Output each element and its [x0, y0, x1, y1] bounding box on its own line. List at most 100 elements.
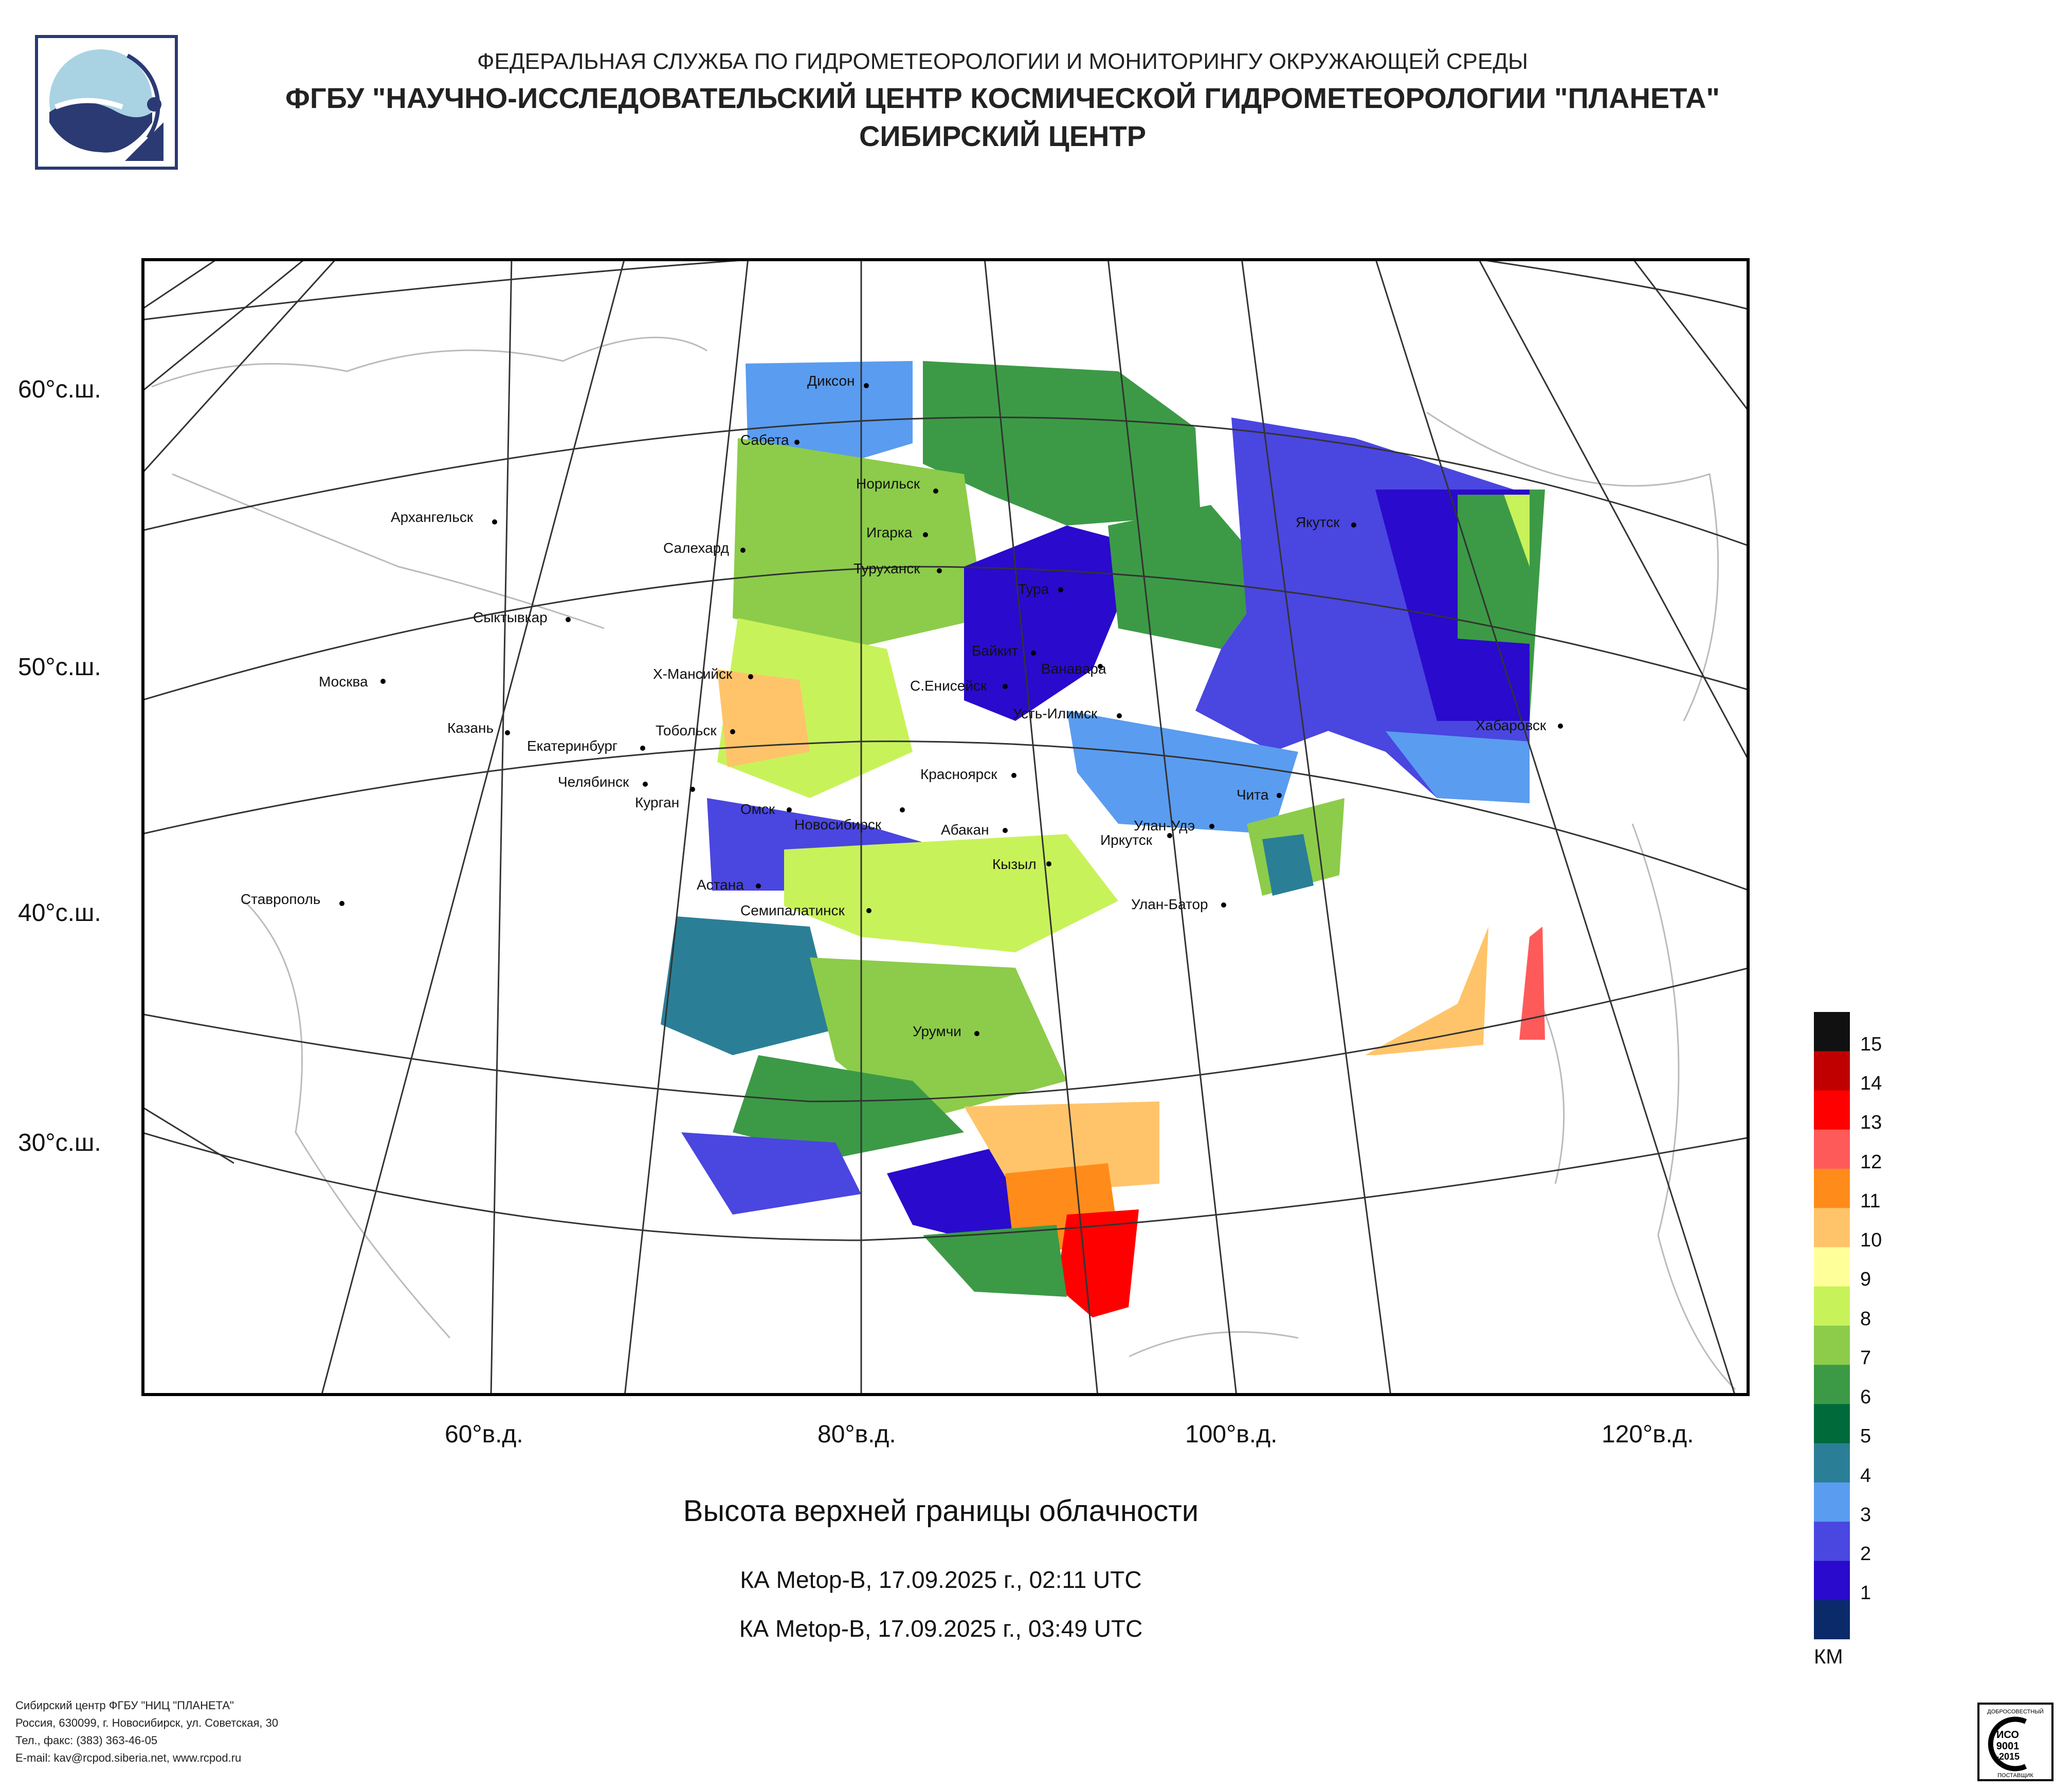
legend-swatch [1814, 1522, 1850, 1561]
map-title: Высота верхней границы облачности [683, 1494, 1199, 1528]
city-dot [1011, 773, 1016, 778]
city-label: Красноярск [920, 766, 997, 782]
city-dot [730, 729, 735, 734]
legend-swatch [1814, 1561, 1850, 1601]
legend-level-label: 7 [1860, 1347, 1871, 1369]
city-dot [640, 746, 645, 751]
agency-name: ФЕДЕРАЛЬНАЯ СЛУЖБА ПО ГИДРОМЕТЕОРОЛОГИИ … [477, 49, 1528, 74]
city-label: Екатеринбург [527, 738, 618, 754]
city-dot [756, 883, 761, 889]
legend-level-label: 15 [1860, 1033, 1882, 1055]
legend-level-label: 13 [1860, 1112, 1882, 1134]
city-dot [937, 568, 942, 573]
footer-line: Тел., факс: (383) 363-46-05 [15, 1734, 158, 1747]
lon-label-120: 120°в.д. [1602, 1421, 1694, 1448]
footer-line: E-mail: kav@rcpod.siberia.net, www.rcpod… [15, 1751, 242, 1764]
city-label: Якутск [1296, 514, 1340, 530]
city-label: Москва [319, 674, 368, 690]
legend-swatch [1814, 1600, 1850, 1639]
iso-bottom-text: ПОСТАВЩИК [1997, 1772, 2033, 1779]
city-dot [1167, 833, 1172, 838]
city-dot [933, 489, 938, 494]
city-label: Астана [697, 877, 744, 893]
legend-swatch [1814, 1482, 1850, 1522]
city-label: Урумчи [913, 1023, 961, 1039]
city-label: С.Енисейск [910, 678, 987, 694]
city-label: Туруханск [853, 560, 920, 576]
graticule [141, 258, 1750, 1396]
lon-label-80: 80°в.д. [817, 1421, 896, 1448]
pass-info-1: КА Metop-B, 17.09.2025 г., 02:11 UTC [740, 1566, 1142, 1593]
legend-swatch [1814, 1090, 1850, 1130]
city-dot [748, 674, 753, 679]
city-label: Салехард [663, 540, 729, 556]
swath-2 [1231, 418, 1540, 896]
legend-level-label: 2 [1860, 1543, 1871, 1565]
city-label: Байкит [972, 643, 1019, 659]
legend-level-label: 3 [1860, 1504, 1871, 1526]
city-label: Улан-Батор [1131, 896, 1208, 912]
city-dot [492, 519, 497, 524]
city-label: Архангельск [391, 509, 474, 525]
iso-certificate-badge: ДОБРОСОВЕСТНЫЙ ИСО 9001 -2015 ПОСТАВЩИК [1977, 1703, 2053, 1781]
legend-swatch [1814, 1326, 1850, 1365]
legend-swatch [1814, 1129, 1850, 1169]
legend-level-label: 1 [1860, 1582, 1871, 1604]
city-dot [566, 617, 571, 622]
footer-line: Россия, 630099, г. Новосибирск, ул. Сове… [15, 1716, 279, 1729]
city-label: Семипалатинск [740, 902, 845, 918]
city-label: Ставрополь [241, 891, 321, 907]
city-label: Абакан [941, 822, 989, 838]
city-label: Тура [1018, 581, 1049, 597]
city-dot [380, 679, 386, 684]
city-dot [1003, 684, 1008, 689]
legend-swatch [1814, 1443, 1850, 1483]
legend-swatch [1814, 1404, 1850, 1444]
legend-swatch [1814, 1208, 1850, 1247]
pass-info-2: КА Metop-B, 17.09.2025 г., 03:49 UTC [739, 1615, 1143, 1642]
city-dot [1003, 828, 1008, 833]
city-dot [1277, 793, 1282, 798]
legend-swatch [1814, 1169, 1850, 1208]
legend-level-label: 6 [1860, 1386, 1871, 1408]
legend-level-label: 5 [1860, 1425, 1871, 1448]
footer-line: Сибирский центр ФГБУ "НИЦ "ПЛАНЕТА" [15, 1699, 234, 1712]
city-label: Новосибирск [794, 817, 882, 833]
legend-level-label: 10 [1860, 1229, 1882, 1252]
city-dot [1209, 824, 1214, 829]
city-label: Чита [1237, 787, 1269, 803]
legend-level-label: 12 [1860, 1151, 1882, 1173]
lon-label-100: 100°в.д. [1185, 1421, 1278, 1448]
legend-swatch [1814, 1365, 1850, 1404]
city-dot [1117, 713, 1122, 718]
institute-name: ФГБУ "НАУЧНО-ИССЛЕДОВАТЕЛЬСКИЙ ЦЕНТР КОС… [285, 82, 1720, 114]
legend-level-label: 11 [1860, 1190, 1881, 1212]
swath-south [923, 1101, 1159, 1317]
city-label: Казань [447, 720, 494, 736]
city-label: Улан-Удэ [1134, 818, 1195, 834]
city-dot [1351, 522, 1356, 528]
city-label: Сыктывкар [473, 609, 548, 625]
iso-num: 9001 [1996, 1741, 2020, 1752]
city-dot [794, 440, 799, 445]
city-dot [1031, 650, 1036, 656]
city-label: Омск [740, 801, 775, 817]
iso-year: -2015 [1996, 1751, 2020, 1762]
branch-name: СИБИРСКИЙ ЦЕНТР [859, 120, 1147, 152]
lat-label-50: 50°с.ш. [18, 654, 101, 681]
city-dot [505, 730, 510, 735]
city-dot [1098, 664, 1103, 669]
city-dot [740, 548, 746, 553]
legend-level-label: 14 [1860, 1073, 1882, 1095]
legend-level-label: 4 [1860, 1464, 1871, 1487]
legend-level-label: 9 [1860, 1269, 1871, 1291]
cloud-top-height-map [141, 258, 1750, 1396]
city-label: Ванавара [1041, 661, 1106, 677]
lon-label-60: 60°в.д. [445, 1421, 523, 1448]
legend-swatch [1814, 1012, 1850, 1052]
city-dot [1558, 723, 1563, 729]
city-dot [643, 782, 648, 787]
city-label: Иркутск [1100, 832, 1153, 848]
city-dot [690, 787, 695, 792]
legend-swatch [1814, 1286, 1850, 1326]
